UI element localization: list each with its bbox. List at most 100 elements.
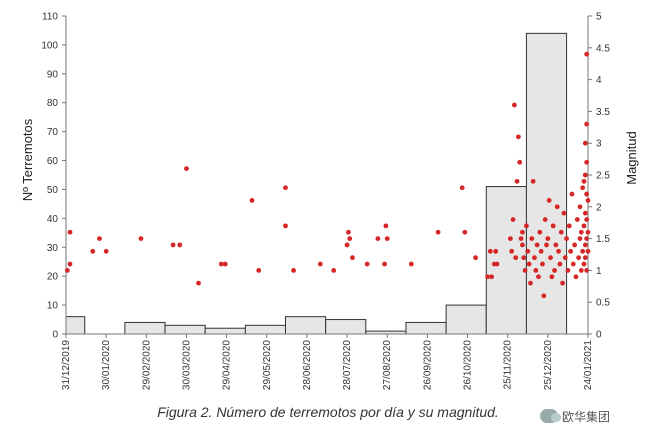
point-50 <box>520 229 525 235</box>
point-41 <box>509 248 515 254</box>
point-49 <box>520 242 525 248</box>
date-tick-label-0: 31/12/2019 <box>61 340 72 390</box>
point-54 <box>525 248 531 254</box>
point-63 <box>537 229 543 235</box>
date-tick-label-3: 30/03/2020 <box>181 340 192 390</box>
left-tick-label-5: 50 <box>47 185 59 196</box>
date-axis-ticks: 31/12/2019 30/01/2020 29/02/2020 30/03/2020… <box>61 334 594 390</box>
date-tick-label-11: 25/11/2020 <box>503 340 514 390</box>
date-tick-label-2: 29/02/2020 <box>141 340 152 390</box>
point-72 <box>549 274 555 280</box>
point-32 <box>462 229 468 235</box>
point-113 <box>584 268 590 273</box>
point-87 <box>569 191 575 197</box>
point-74 <box>552 268 557 273</box>
point-12 <box>222 261 228 267</box>
point-34 <box>485 274 491 280</box>
point-64 <box>538 248 544 254</box>
point-6 <box>138 236 144 242</box>
date-tick-label-8: 27/08/2020 <box>382 340 393 390</box>
point-91 <box>574 217 580 222</box>
point-30 <box>435 229 441 235</box>
point-21 <box>346 229 351 235</box>
point-107 <box>584 51 590 57</box>
point-99 <box>581 178 587 184</box>
point-43 <box>511 102 517 108</box>
bar-5 <box>204 327 246 335</box>
point-79 <box>558 229 564 235</box>
left-tick-label-9: 90 <box>47 69 59 80</box>
point-71 <box>548 255 553 261</box>
point-60 <box>533 268 539 273</box>
bar-4 <box>164 324 206 335</box>
point-82 <box>562 255 568 261</box>
point-84 <box>565 268 571 273</box>
point-29 <box>408 261 414 267</box>
point-13 <box>249 198 255 203</box>
right-tick-label-7: 3.5 <box>596 107 610 118</box>
point-40 <box>507 236 513 242</box>
point-17 <box>291 268 296 273</box>
date-tick-label-1: 30/01/2020 <box>101 340 112 390</box>
point-69 <box>545 236 551 242</box>
left-axis-ticks: 0 10 20 30 40 50 60 70 80 90 100 110 <box>41 12 66 341</box>
left-tick-label-0: 0 <box>52 330 58 341</box>
left-axis-label: Nº Terremotos <box>20 118 35 201</box>
bar-0 <box>65 316 86 335</box>
point-81 <box>561 210 567 216</box>
bar-6 <box>244 324 287 335</box>
wechat-icon <box>540 409 561 423</box>
point-80 <box>560 280 565 286</box>
magnitude-series <box>64 51 591 299</box>
point-65 <box>540 261 545 267</box>
point-98 <box>580 248 586 254</box>
point-66 <box>541 293 547 299</box>
right-tick-label-4: 2 <box>596 202 602 213</box>
point-55 <box>526 261 532 267</box>
watermark-text: 欧华集团 <box>562 409 611 424</box>
date-tick-label-12: 25/12/2020 <box>543 340 554 390</box>
point-112 <box>584 236 590 242</box>
point-114 <box>585 198 591 203</box>
point-28 <box>384 236 390 242</box>
point-31 <box>459 185 465 191</box>
point-108 <box>584 121 590 127</box>
point-57 <box>529 236 535 242</box>
figure-caption: Figura 2. Número de terremotos por día y… <box>157 404 499 420</box>
point-70 <box>546 198 552 203</box>
point-36 <box>489 274 495 280</box>
point-33 <box>473 255 478 261</box>
point-94 <box>577 204 583 210</box>
point-1 <box>67 261 73 267</box>
point-101 <box>581 223 587 229</box>
point-16 <box>283 223 288 229</box>
point-4 <box>97 236 102 242</box>
bar-3 <box>124 321 166 335</box>
right-axis-ticks: 0 0.5 1 1.5 2 2.5 3 3.5 4 4.5 5 <box>588 12 610 341</box>
point-52 <box>522 268 528 273</box>
left-tick-label-10: 100 <box>41 40 58 51</box>
left-tick-label-1: 10 <box>47 301 59 312</box>
bar-10 <box>405 321 447 335</box>
bar-12 <box>485 186 527 335</box>
point-67 <box>542 217 548 222</box>
point-58 <box>530 178 536 184</box>
bar-11 <box>445 304 487 335</box>
point-100 <box>581 261 587 267</box>
right-tick-label-0: 0 <box>596 330 602 341</box>
date-tick-label-4: 29/04/2020 <box>222 340 233 390</box>
date-tick-label-9: 26/09/2020 <box>422 340 433 390</box>
right-tick-label-2: 1 <box>596 266 602 277</box>
date-tick-label-5: 29/05/2020 <box>262 340 273 390</box>
left-tick-label-3: 30 <box>47 243 59 254</box>
point-23 <box>350 255 355 261</box>
point-46 <box>516 134 521 140</box>
point-5 <box>103 248 109 254</box>
point-24 <box>364 261 370 267</box>
bar-13 <box>525 32 568 335</box>
point-39 <box>494 261 500 267</box>
point-38 <box>493 248 499 254</box>
point-59 <box>532 255 537 261</box>
point-106 <box>582 255 588 261</box>
point-44 <box>513 255 519 261</box>
